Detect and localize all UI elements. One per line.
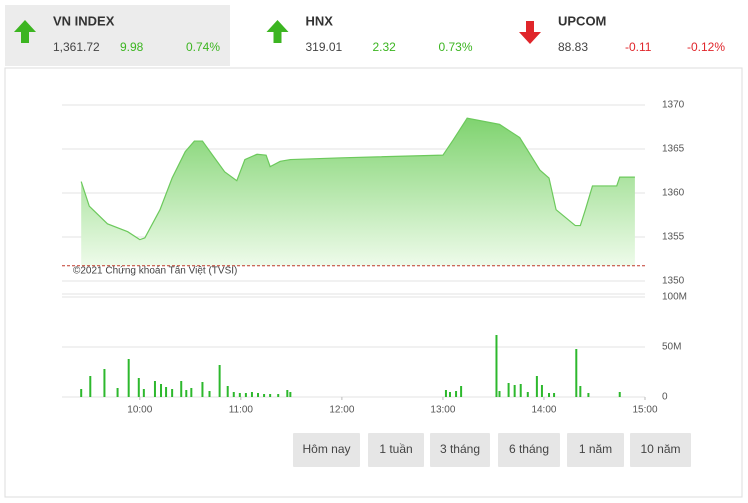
range-button-label[interactable]: 6 tháng (509, 442, 549, 456)
x-tick-label: 10:00 (127, 405, 152, 416)
volume-bar (257, 393, 260, 397)
y-tick-label: 1350 (662, 276, 685, 287)
volume-bar (244, 393, 247, 397)
index-value: 1,361.72 (53, 40, 100, 54)
volume-bar (507, 383, 510, 397)
range-button-label[interactable]: 10 năm (640, 442, 680, 456)
x-tick-label: 11:00 (229, 405, 254, 416)
range-button-label[interactable]: 1 tuần (379, 442, 412, 456)
index-value: 319.01 (306, 40, 343, 54)
range-button[interactable] (630, 433, 691, 467)
index-value: 88.83 (558, 40, 588, 54)
y-tick-label: 50M (662, 342, 681, 353)
volume-bar (526, 392, 529, 397)
y-tick-label: 1360 (662, 188, 685, 199)
range-button[interactable] (567, 433, 624, 467)
volume-bar (448, 392, 451, 397)
volume-bar (250, 392, 253, 397)
volume-bar (116, 388, 119, 397)
volume-bar (238, 393, 241, 397)
volume-bar (535, 376, 538, 397)
volume-bar (460, 386, 463, 397)
y-tick-label: 1355 (662, 232, 685, 243)
watermark: ©2021 Chứng khoán Tân Việt (TVSI) (73, 266, 237, 277)
index-change: 9.98 (120, 40, 144, 54)
index-percent: 0.74% (186, 40, 220, 54)
tab-name[interactable]: UPCOM (558, 13, 606, 28)
volume-bar (289, 392, 292, 397)
volume-bar (455, 391, 458, 397)
volume-bar (89, 376, 92, 397)
volume-bar (137, 378, 140, 397)
index-percent: 0.73% (438, 40, 472, 54)
volume-bar (277, 394, 280, 397)
volume-bar (190, 388, 193, 397)
volume-bar (103, 369, 106, 397)
y-tick-label: 1365 (662, 144, 685, 155)
direction-arrow (14, 20, 36, 43)
index-percent: -0.12% (687, 40, 725, 54)
price-area (81, 118, 635, 266)
price-line (80, 117, 635, 241)
volume-bar (519, 384, 522, 397)
volume-bar (171, 389, 174, 397)
y-tick-label: 1370 (662, 100, 685, 111)
volume-bar (180, 381, 183, 397)
volume-bar (80, 389, 83, 397)
volume-bar (553, 393, 556, 397)
volume-bar (618, 392, 621, 397)
index-change: 2.32 (373, 40, 397, 54)
volume-bar (579, 386, 582, 397)
volume-bar (127, 359, 130, 397)
volume-bar (226, 386, 229, 397)
range-button[interactable] (498, 433, 560, 467)
range-button-label[interactable]: 3 tháng (440, 442, 480, 456)
volume-bar (263, 394, 266, 397)
volume-bar (269, 394, 272, 397)
volume-bar (160, 384, 163, 397)
range-button-label[interactable]: Hôm nay (302, 442, 350, 456)
direction-arrow (266, 20, 289, 43)
x-tick-label: 13:00 (430, 405, 455, 416)
x-tick-label: 14:00 (531, 405, 556, 416)
tab-name[interactable]: VN INDEX (53, 13, 115, 28)
range-button[interactable] (368, 433, 424, 467)
volume-bar (153, 381, 156, 397)
volume-bar (540, 385, 543, 397)
range-button[interactable] (293, 433, 360, 467)
tab-name[interactable]: HNX (306, 13, 334, 28)
chart-frame (4, 67, 743, 498)
volume-bar (142, 389, 145, 397)
volume-bar (513, 385, 516, 397)
direction-arrow (519, 21, 541, 44)
range-button[interactable] (430, 433, 490, 467)
volume-bar (498, 391, 501, 397)
volume-bar (201, 382, 204, 397)
volume-bar (495, 335, 498, 397)
volume-bar (575, 349, 578, 397)
volume-bar (587, 393, 590, 397)
y-tick-label: 100M (662, 292, 687, 303)
volume-bar (218, 365, 221, 397)
tab-active-bg (5, 5, 230, 66)
volume-bar (444, 390, 447, 397)
volume-bar (185, 390, 188, 397)
volume-bar (165, 387, 168, 397)
range-button-label[interactable]: 1 năm (579, 442, 612, 456)
x-tick-label: 15:00 (632, 405, 657, 416)
volume-bar (208, 391, 211, 397)
volume-bar (232, 392, 235, 397)
x-tick-label: 12:00 (329, 405, 354, 416)
index-change: -0.11 (625, 40, 652, 54)
volume-bar (548, 393, 551, 397)
y-tick-label: 0 (662, 392, 668, 403)
volume-bar (286, 390, 289, 397)
